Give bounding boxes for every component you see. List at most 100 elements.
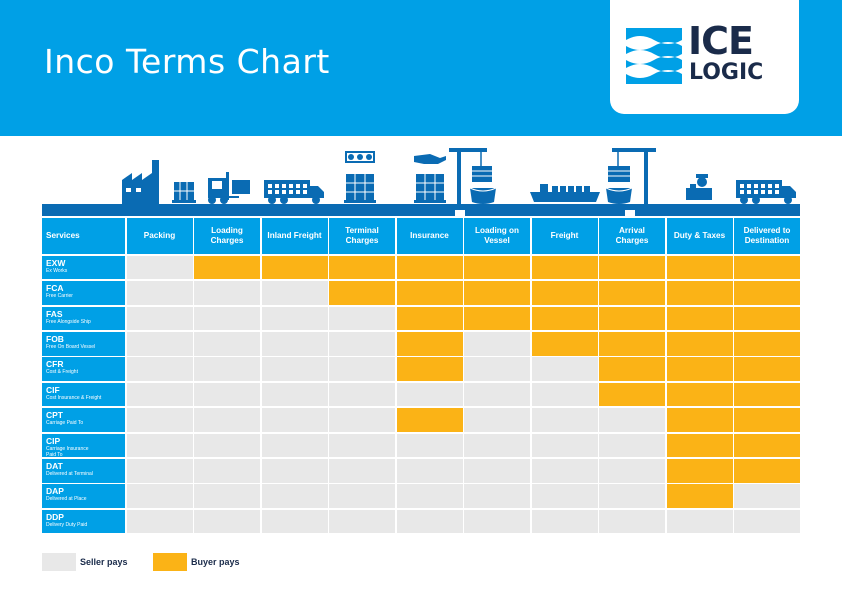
term-code: CIP [46, 435, 61, 446]
buyer-pays-cell [329, 281, 395, 305]
buyer-pays-cell [666, 255, 733, 280]
seller-pays-cell [261, 281, 328, 305]
seller-pays-cell [126, 484, 193, 508]
buyer-pays-cell [396, 281, 463, 305]
buyer-pays-cell [666, 433, 733, 458]
term-code: FAS [46, 308, 63, 319]
seller-pays-cell [126, 255, 193, 280]
seller-pays-cell [329, 408, 395, 432]
seller-pays-cell [464, 331, 530, 356]
seller-pays-cell [194, 484, 260, 508]
buyer-pays-cell [194, 255, 260, 280]
seller-pays-cell [464, 408, 530, 432]
legend-label-buyer: Buyer pays [191, 557, 240, 567]
seller-pays-cell [126, 382, 193, 407]
seller-pays-cell [126, 357, 193, 381]
buyer-pays-cell [734, 281, 800, 305]
buyer-pays-cell [734, 408, 800, 432]
seller-pays-cell [194, 331, 260, 356]
seller-pays-cell [329, 484, 395, 508]
seller-pays-cell [531, 408, 598, 432]
term-name: Carriage Insurance Paid To [46, 445, 89, 458]
column-header: Arrival Charges [599, 218, 665, 254]
seller-pays-cell [329, 382, 395, 407]
seller-pays-cell [261, 458, 328, 483]
column-header: Packing [126, 218, 193, 254]
column-header: Loading Charges [194, 218, 260, 254]
buyer-pays-cell [396, 331, 463, 356]
seller-pays-cell [531, 458, 598, 483]
column-header: Insurance [396, 218, 463, 254]
seller-pays-cell [261, 331, 328, 356]
term-code: CFR [46, 359, 64, 370]
term-label-cfr: CFR Cost & Freight [42, 357, 125, 381]
buyer-pays-cell [261, 255, 328, 280]
seller-pays-cell [531, 382, 598, 407]
seller-pays-cell [396, 382, 463, 407]
seller-pays-cell [194, 382, 260, 407]
crane-unload-icon [449, 148, 497, 204]
term-label-cip: CIP Carriage Insurance Paid To [42, 433, 125, 458]
baseline-bar [42, 204, 800, 216]
buyer-pays-cell [599, 281, 665, 305]
column-header: Duty & Taxes [666, 218, 733, 254]
buyer-pays-cell [531, 281, 598, 305]
buyer-pays-cell [666, 306, 733, 331]
logo-text-logic: LOGIC [689, 60, 764, 85]
term-code: DAP [46, 486, 64, 497]
seller-pays-cell [329, 357, 395, 381]
buyer-pays-cell [531, 331, 598, 356]
seller-pays-cell [194, 509, 260, 534]
term-label-cpt: CPT Carriage Paid To [42, 408, 125, 432]
buyer-pays-cell [666, 281, 733, 305]
seller-pays-cell [261, 357, 328, 381]
term-name: Delivered at Place [46, 496, 87, 503]
buyer-pays-cell [396, 408, 463, 432]
term-label-dat: DAT Delivered at Terminal [42, 458, 125, 483]
seller-pays-cell [396, 433, 463, 458]
seller-pays-cell [531, 357, 598, 381]
seller-pays-cell [329, 509, 395, 534]
buyer-pays-cell [599, 331, 665, 356]
seller-pays-cell [531, 433, 598, 458]
term-label-fob: FOB Free On Board Vessel [42, 331, 125, 356]
seller-pays-cell [599, 408, 665, 432]
seller-pays-cell [126, 408, 193, 432]
seller-pays-cell [126, 306, 193, 331]
buyer-pays-cell [599, 357, 665, 381]
seller-pays-cell [329, 306, 395, 331]
seller-pays-cell [194, 408, 260, 432]
seller-pays-cell [464, 433, 530, 458]
seller-pays-cell [599, 458, 665, 483]
seller-pays-cell [666, 509, 733, 534]
buyer-pays-cell [666, 458, 733, 483]
seller-pays-cell [464, 458, 530, 483]
seller-pays-cell [126, 509, 193, 534]
seller-pays-cell [329, 433, 395, 458]
term-label-fca: FCA Free Carrier [42, 281, 125, 305]
crane-load-icon [605, 148, 656, 204]
term-code: EXW [46, 257, 66, 268]
term-name: Free On Board Vessel [46, 343, 96, 350]
buyer-pays-cell [599, 255, 665, 280]
seller-pays-cell [126, 331, 193, 356]
buyer-pays-cell [734, 306, 800, 331]
term-code: CIF [46, 384, 60, 395]
incoterms-table: Services Packing Loading Charges Inland Fre… [42, 218, 800, 534]
column-header: Terminal Charges [329, 218, 395, 254]
seller-pays-cell [126, 433, 193, 458]
seller-pays-cell [261, 509, 328, 534]
term-name: Delivered at Terminal [46, 470, 93, 477]
seller-pays-cell [329, 458, 395, 483]
term-name: Carriage Paid To [46, 420, 84, 427]
buyer-pays-cell [464, 255, 530, 280]
crate-hand-icon [414, 154, 446, 203]
seller-pays-cell [194, 433, 260, 458]
legend-label-seller: Seller pays [80, 557, 128, 567]
buyer-pays-cell [464, 306, 530, 331]
legend-swatch-buyer [153, 553, 187, 571]
page-title: Inco Terms Chart [44, 42, 330, 81]
term-name: Cost & Freight [46, 369, 78, 376]
seller-pays-cell [599, 484, 665, 508]
seller-pays-cell [531, 484, 598, 508]
